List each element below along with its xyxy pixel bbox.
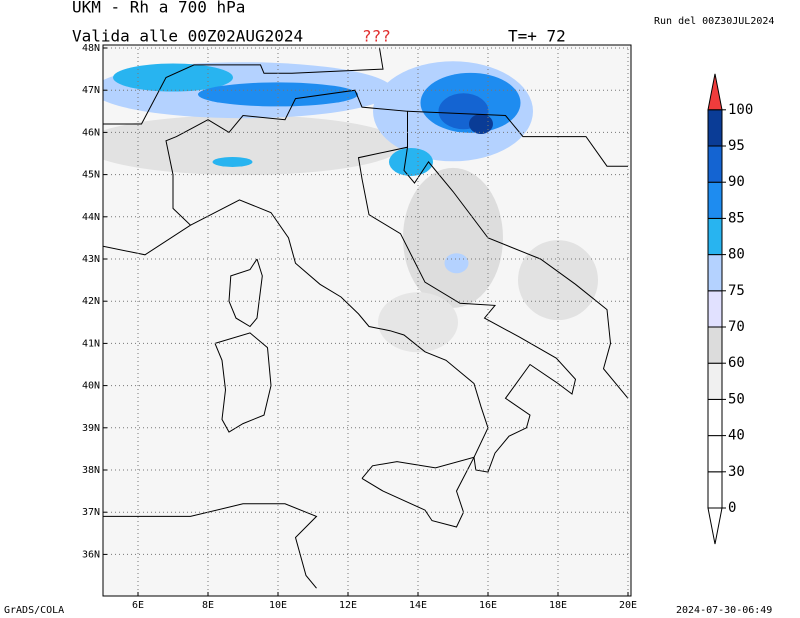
lon-label: 8E bbox=[202, 600, 214, 611]
colorbar-box bbox=[707, 362, 723, 400]
lat-label: 37N bbox=[82, 507, 100, 518]
rh-patch bbox=[389, 147, 433, 176]
rh-patch bbox=[103, 115, 403, 176]
colorbar-box bbox=[707, 398, 723, 437]
title: UKM - Rh a 700 hPa bbox=[72, 0, 245, 17]
rh-patch bbox=[198, 82, 358, 107]
lon-label: 16E bbox=[479, 600, 497, 611]
footer-right: 2024-07-30-06:49 bbox=[676, 605, 772, 616]
flag: ??? bbox=[362, 27, 391, 46]
lon-label: 20E bbox=[619, 600, 637, 611]
colorbar-box bbox=[707, 145, 723, 183]
lat-label: 45N bbox=[82, 170, 100, 181]
lat-label: 39N bbox=[82, 423, 100, 434]
colorbar-label: 40 bbox=[728, 428, 745, 444]
colorbar-arrow bbox=[707, 507, 723, 545]
lon-label: 14E bbox=[409, 600, 427, 611]
footer-left: GrADS/COLA bbox=[4, 605, 64, 616]
colorbar-label: 95 bbox=[728, 138, 745, 154]
colorbar-label: 90 bbox=[728, 174, 745, 190]
lat-label: 43N bbox=[82, 254, 100, 265]
coastline bbox=[228, 258, 263, 328]
lon-label: 10E bbox=[269, 600, 287, 611]
colorbar-label: 0 bbox=[728, 500, 736, 516]
rh-patch bbox=[403, 167, 503, 308]
coastline bbox=[214, 332, 272, 433]
lat-label: 40N bbox=[82, 381, 100, 392]
colorbar-box bbox=[707, 217, 723, 256]
lat-label: 48N bbox=[82, 43, 100, 54]
colorbar-label: 30 bbox=[728, 464, 745, 480]
colorbar-box bbox=[707, 254, 723, 292]
colorbar-label: 70 bbox=[728, 319, 745, 335]
coastline bbox=[103, 503, 318, 589]
rh-patch bbox=[518, 240, 598, 321]
lat-label: 36N bbox=[82, 549, 100, 560]
colorbar-label: 75 bbox=[728, 283, 745, 299]
colorbar-arrow bbox=[707, 73, 723, 111]
lat-label: 47N bbox=[82, 85, 100, 96]
map-frame bbox=[102, 44, 632, 597]
run-date: Run del 00Z30JUL2024 bbox=[654, 16, 774, 27]
colorbar-label: 100 bbox=[728, 102, 753, 118]
colorbar-label: 85 bbox=[728, 210, 745, 226]
lat-label: 46N bbox=[82, 127, 100, 138]
map bbox=[103, 45, 631, 596]
coastline bbox=[361, 456, 475, 528]
lat-label: 44N bbox=[82, 212, 100, 223]
rh-patch bbox=[444, 253, 469, 274]
colorbar-box bbox=[707, 109, 723, 147]
colorbar-box bbox=[707, 471, 723, 509]
coastline bbox=[103, 47, 384, 125]
colorbar-label: 50 bbox=[728, 391, 745, 407]
rh-patch bbox=[469, 113, 493, 134]
coastline bbox=[190, 146, 629, 473]
colorbar-box bbox=[707, 326, 723, 364]
colorbar-box bbox=[707, 290, 723, 328]
lat-label: 42N bbox=[82, 296, 100, 307]
colorbar-label: 80 bbox=[728, 247, 745, 263]
lon-label: 12E bbox=[339, 600, 357, 611]
colorbar-box bbox=[707, 181, 723, 219]
coastline bbox=[407, 110, 628, 167]
rh-patch bbox=[113, 63, 233, 92]
coastline bbox=[103, 89, 408, 256]
valid-time: Valida alle 00Z02AUG2024 bbox=[72, 27, 303, 46]
colorbar-label: 60 bbox=[728, 355, 745, 371]
lat-label: 38N bbox=[82, 465, 100, 476]
forecast-step: T=+ 72 bbox=[508, 27, 566, 46]
lat-label: 41N bbox=[82, 338, 100, 349]
rh-patch bbox=[212, 156, 253, 167]
lon-label: 6E bbox=[132, 600, 144, 611]
lon-label: 18E bbox=[549, 600, 567, 611]
colorbar-box bbox=[707, 435, 723, 473]
rh-patch bbox=[378, 292, 458, 353]
